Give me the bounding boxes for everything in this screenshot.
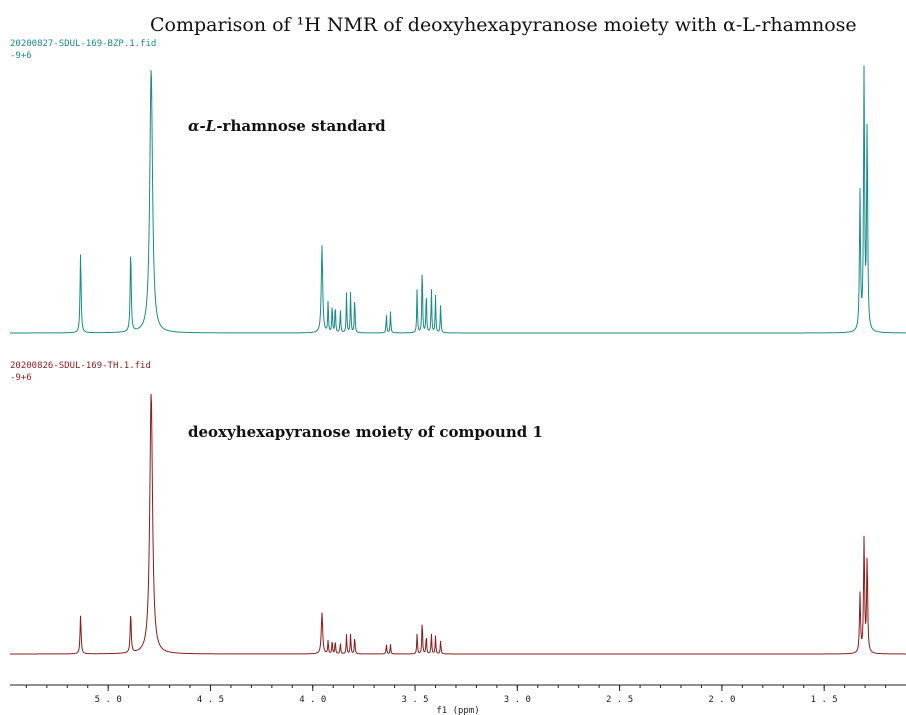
chart-title: Comparison of ¹H NMR of deoxyhexapyranos… xyxy=(150,14,857,36)
spectrum-line-1 xyxy=(10,65,906,334)
series-1-filename: 20200827-SDUL-169-BZP.1.fid xyxy=(10,39,156,49)
spectrum-line-2 xyxy=(10,393,906,655)
series-1-annotation: α-L-rhamnose standard xyxy=(188,117,386,135)
x-tick-label: 4 . 0 xyxy=(299,695,326,705)
x-axis-ticks: 5 . 0 4 . 5 4 . 0 3 . 5 3 . 0 2 . 5 2 . 0 1 . 5 xyxy=(25,685,887,705)
series-2-annotation: deoxyhexapyranose moiety of compound 1 xyxy=(188,423,543,441)
x-tick-label: 2 . 0 xyxy=(708,695,735,705)
series-2-filename: 20200826-SDUL-169-TH.1.fid xyxy=(10,361,151,371)
x-tick-label: 4 . 5 xyxy=(197,695,224,705)
series-1-annotation-rest: -rhamnose standard xyxy=(216,117,386,135)
alpha-l-prefix: α-L xyxy=(188,117,216,135)
spectra-group xyxy=(10,65,906,655)
x-tick-label: 3 . 0 xyxy=(504,695,531,705)
x-tick-label: 2 . 5 xyxy=(606,695,633,705)
series-2-scale: -9+6 xyxy=(10,373,32,383)
x-tick-label: 3 . 5 xyxy=(401,695,428,705)
x-tick-label: 5 . 0 xyxy=(95,695,122,705)
x-tick-label: 1 . 5 xyxy=(811,695,838,705)
x-axis-label: f1 (ppm) xyxy=(436,706,479,715)
series-1-scale: -9+6 xyxy=(10,51,32,61)
